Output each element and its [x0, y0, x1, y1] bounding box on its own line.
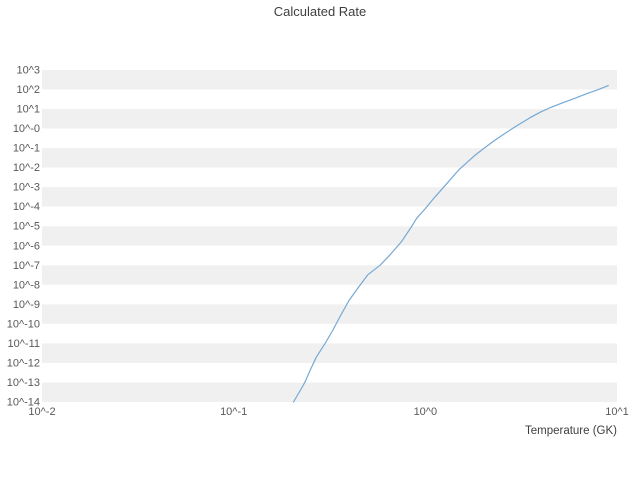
- plot-band: [42, 362, 617, 383]
- y-tick-label: 10^-11: [8, 338, 40, 350]
- y-tick-label: 10^-14: [7, 397, 40, 409]
- y-tick-label: 10^-3: [13, 182, 40, 194]
- plot-band: [42, 89, 617, 110]
- plot-band: [42, 245, 617, 266]
- rate-curve: [292, 84, 609, 403]
- plot-band: [42, 167, 617, 188]
- plot-band: [42, 304, 617, 324]
- y-tick-label: 10^-7: [13, 260, 40, 272]
- y-tick-label: 10^-5: [13, 221, 40, 233]
- y-tick-label: 10^-10: [7, 318, 40, 330]
- y-tick-label: 10^-8: [13, 279, 40, 291]
- x-tick-label: 10^-1: [220, 406, 247, 418]
- x-tick-label: 10^-2: [28, 406, 55, 418]
- y-tick-label: 10^-2: [13, 162, 40, 174]
- y-tick-label: 10^-9: [13, 299, 40, 311]
- plot-band: [42, 206, 617, 227]
- plot-band: [42, 382, 617, 402]
- plot-band: [42, 226, 617, 246]
- plot-band: [42, 284, 617, 305]
- plot-band: [42, 128, 617, 149]
- y-tick-label: 10^-4: [13, 201, 40, 213]
- x-tick-label: 10^1: [605, 406, 629, 418]
- plot-band: [42, 265, 617, 285]
- plot-band: [42, 109, 617, 129]
- y-tick-label: 10^3: [16, 65, 40, 77]
- y-tick-label: 10^-0: [13, 123, 40, 135]
- plot-band: [42, 323, 617, 344]
- y-tick-label: 10^-6: [13, 240, 40, 252]
- x-axis-label: Temperature (GK): [524, 425, 617, 437]
- plot-band: [42, 70, 617, 90]
- chart-title: Calculated Rate: [273, 4, 367, 19]
- plot-band: [42, 187, 617, 207]
- x-tick-label: 10^0: [414, 406, 438, 418]
- plot-band: [42, 343, 617, 363]
- y-tick-label: 10^-13: [7, 377, 40, 389]
- y-tick-label: 10^-1: [13, 143, 40, 155]
- y-tick-label: 10^1: [16, 104, 40, 116]
- y-tick-label: 10^-12: [7, 357, 40, 369]
- y-tick-label: 10^2: [16, 84, 40, 96]
- plot-band: [42, 148, 617, 168]
